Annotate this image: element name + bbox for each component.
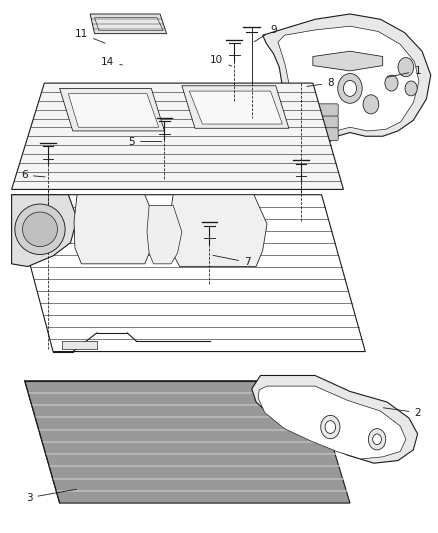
FancyBboxPatch shape [305, 104, 338, 117]
Text: 2: 2 [383, 408, 421, 418]
Text: 5: 5 [128, 136, 162, 147]
Polygon shape [12, 195, 365, 352]
Polygon shape [62, 341, 97, 349]
Polygon shape [12, 195, 77, 266]
Text: 3: 3 [26, 489, 77, 503]
Polygon shape [182, 86, 289, 128]
Ellipse shape [15, 204, 65, 255]
Circle shape [373, 434, 381, 445]
Circle shape [363, 95, 379, 114]
Text: 11: 11 [75, 29, 105, 43]
Circle shape [321, 415, 340, 439]
Polygon shape [189, 91, 283, 124]
Text: 8: 8 [307, 78, 334, 88]
Polygon shape [12, 83, 343, 189]
Polygon shape [60, 88, 164, 131]
Text: 9: 9 [254, 25, 277, 42]
Text: 14: 14 [101, 57, 122, 67]
Polygon shape [278, 26, 419, 158]
Polygon shape [252, 375, 418, 463]
Polygon shape [258, 386, 406, 459]
Polygon shape [313, 51, 383, 71]
Circle shape [343, 80, 357, 96]
Text: 6: 6 [21, 170, 45, 180]
Polygon shape [68, 94, 159, 127]
Polygon shape [147, 205, 182, 264]
Polygon shape [25, 381, 350, 503]
Polygon shape [263, 14, 431, 163]
Ellipse shape [22, 212, 57, 247]
Text: 1: 1 [388, 66, 421, 77]
Polygon shape [90, 14, 166, 34]
Circle shape [338, 74, 362, 103]
Circle shape [405, 81, 417, 96]
Circle shape [368, 429, 386, 450]
Text: 10: 10 [210, 55, 232, 66]
FancyBboxPatch shape [305, 116, 338, 129]
Circle shape [385, 75, 398, 91]
FancyBboxPatch shape [305, 128, 338, 141]
Polygon shape [169, 195, 267, 266]
Circle shape [325, 421, 336, 433]
Polygon shape [74, 195, 155, 264]
Polygon shape [263, 381, 324, 415]
Text: 7: 7 [213, 255, 251, 267]
Circle shape [398, 58, 414, 77]
Polygon shape [95, 18, 163, 30]
